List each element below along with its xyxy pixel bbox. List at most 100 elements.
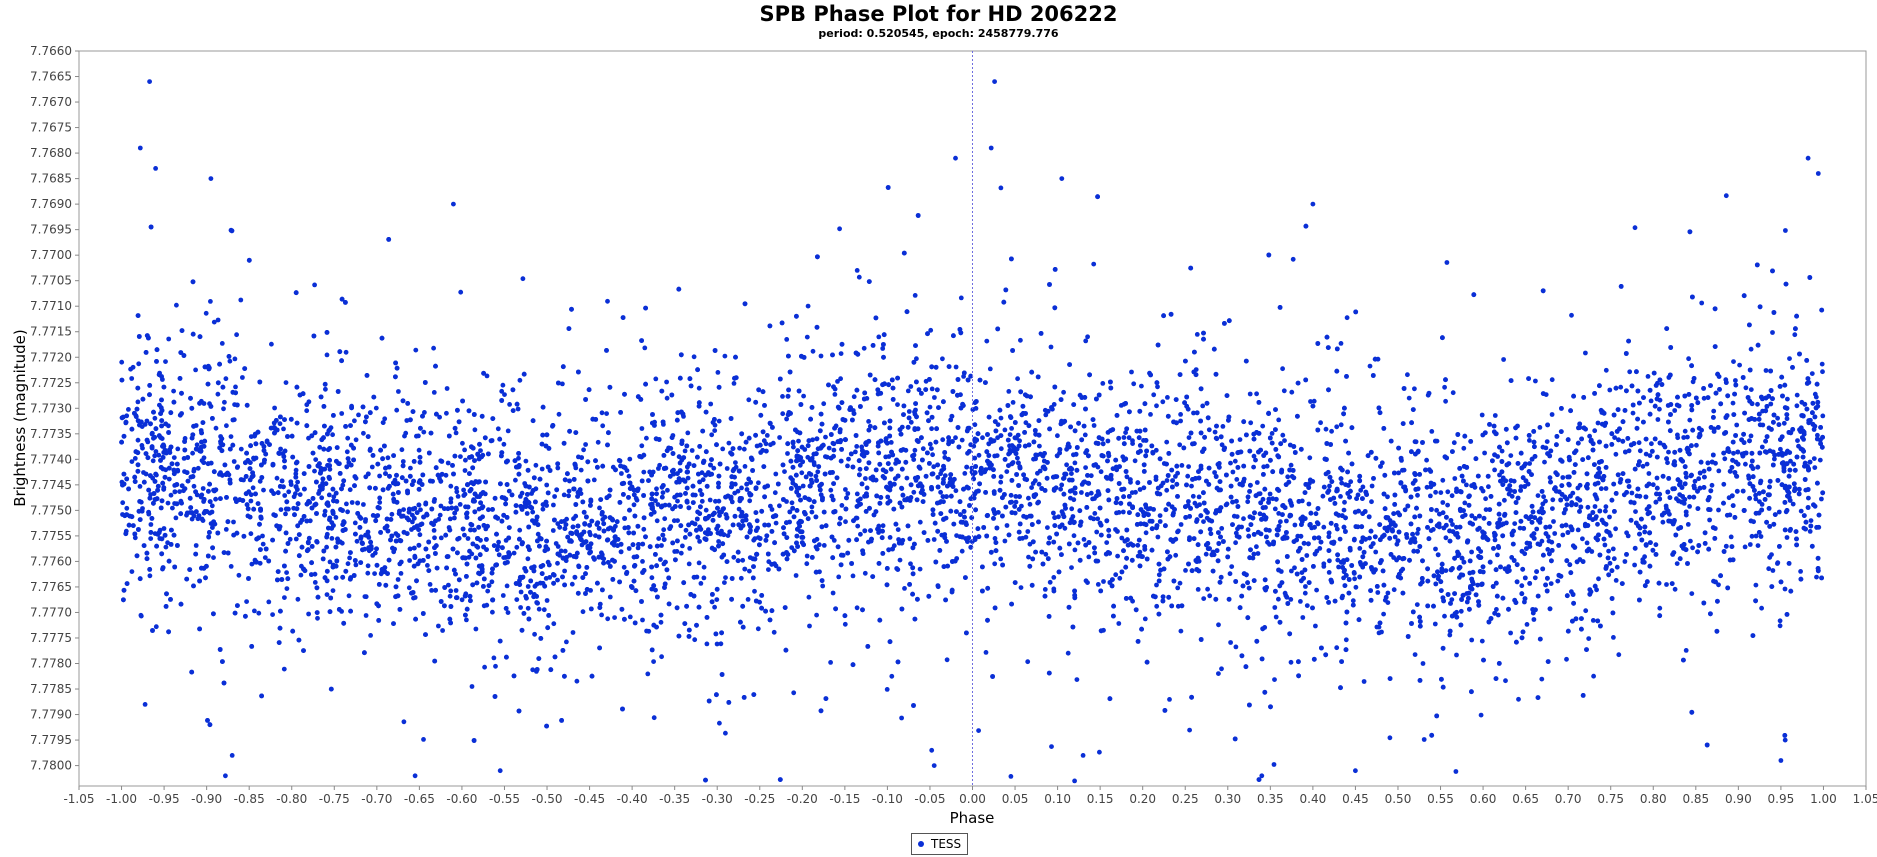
data-point <box>678 550 684 556</box>
data-point <box>411 595 416 601</box>
data-point <box>1400 467 1405 473</box>
data-point <box>645 671 651 677</box>
data-point <box>896 537 901 542</box>
data-point <box>1782 586 1788 592</box>
data-point <box>764 433 770 438</box>
data-point <box>920 446 926 452</box>
data-point <box>1687 504 1692 509</box>
data-point <box>525 605 531 611</box>
data-point <box>664 395 670 401</box>
data-point <box>1195 587 1201 592</box>
data-point <box>1475 582 1481 588</box>
data-point <box>1817 457 1823 463</box>
data-point <box>1281 388 1287 394</box>
data-point <box>1415 492 1420 498</box>
data-point <box>658 557 663 562</box>
data-point <box>540 506 546 512</box>
data-point <box>1554 472 1560 478</box>
data-point <box>1233 644 1239 650</box>
data-point <box>270 612 275 617</box>
data-point <box>1512 521 1518 526</box>
data-point <box>1664 582 1669 587</box>
data-point <box>1071 533 1077 539</box>
data-point <box>363 613 369 618</box>
data-point <box>1338 341 1344 346</box>
data-point <box>816 542 822 548</box>
data-point <box>327 466 333 472</box>
data-point <box>799 470 805 476</box>
data-point <box>274 475 280 481</box>
data-point <box>1716 468 1722 474</box>
data-point <box>1137 487 1143 492</box>
data-point <box>1808 518 1814 523</box>
data-point <box>1157 519 1163 524</box>
data-point <box>707 497 713 503</box>
data-point <box>501 441 507 447</box>
data-point <box>1177 442 1183 448</box>
data-point <box>1189 483 1194 489</box>
data-point <box>1123 430 1128 435</box>
data-point <box>1545 547 1551 552</box>
data-point <box>942 455 948 460</box>
data-point <box>599 410 605 416</box>
data-point <box>1272 506 1278 512</box>
data-point <box>1187 727 1192 733</box>
data-point <box>1164 439 1170 445</box>
data-point <box>700 477 706 483</box>
data-point <box>1006 389 1012 394</box>
data-point <box>1721 481 1727 487</box>
data-point <box>425 563 430 568</box>
data-point <box>295 596 301 602</box>
data-point <box>1783 228 1788 233</box>
data-point <box>600 423 606 429</box>
data-point <box>818 353 824 359</box>
data-point <box>626 546 632 551</box>
data-point <box>1314 587 1319 593</box>
data-point <box>1461 445 1467 451</box>
data-point <box>1722 456 1728 462</box>
data-point <box>958 295 964 301</box>
data-point <box>257 560 263 566</box>
data-point <box>511 550 517 556</box>
data-point <box>1560 532 1566 538</box>
data-point <box>1613 451 1619 457</box>
data-point <box>324 544 329 550</box>
data-point <box>163 359 168 364</box>
data-point <box>998 446 1004 452</box>
data-point <box>1137 549 1143 555</box>
data-point <box>1772 456 1777 462</box>
data-point <box>1733 378 1738 383</box>
data-point <box>1157 513 1163 518</box>
data-point <box>238 297 244 303</box>
data-point <box>1341 507 1347 513</box>
data-point <box>1541 494 1546 500</box>
data-point <box>317 444 323 450</box>
data-point <box>1758 534 1764 539</box>
data-point <box>899 715 904 721</box>
data-point <box>518 605 523 610</box>
data-point <box>525 584 531 589</box>
data-point <box>1058 486 1063 492</box>
data-point <box>343 349 349 355</box>
data-point <box>1454 652 1459 658</box>
data-point <box>908 419 914 425</box>
data-point <box>587 529 592 535</box>
data-point <box>1591 673 1596 679</box>
data-point <box>1424 484 1430 490</box>
data-point <box>831 538 837 543</box>
data-point <box>569 581 575 587</box>
data-point <box>1763 368 1769 373</box>
data-point <box>272 405 277 411</box>
data-point <box>992 561 998 567</box>
data-point <box>1267 491 1273 497</box>
data-point <box>737 445 742 451</box>
data-point <box>1164 487 1170 493</box>
chart-title: SPB Phase Plot for HD 206222 <box>759 2 1118 26</box>
data-point <box>458 289 464 295</box>
data-point <box>135 437 141 443</box>
data-point <box>1775 561 1780 566</box>
data-point <box>784 337 790 342</box>
data-point <box>1492 537 1498 543</box>
data-point <box>1549 377 1555 383</box>
data-point <box>701 575 707 581</box>
